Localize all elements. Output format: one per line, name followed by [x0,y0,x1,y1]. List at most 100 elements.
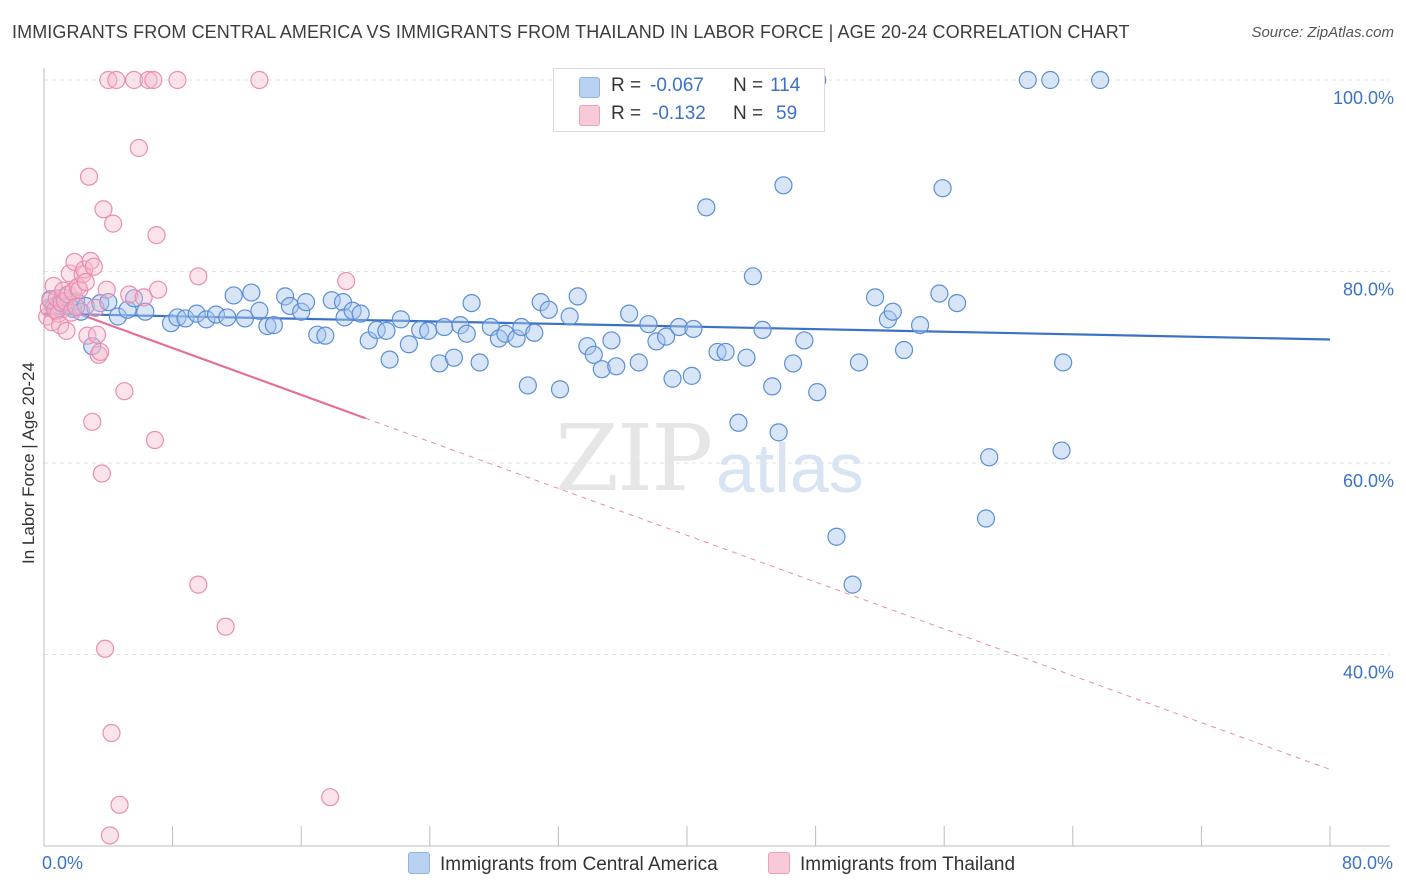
point-thailand [67,297,86,317]
point-central-america [242,283,261,302]
point-thailand [120,285,139,304]
point-central-america [136,302,155,321]
point-central-america [774,176,793,195]
point-thailand [104,214,123,233]
point-central-america [206,305,226,324]
y-axis-title: In Labor Force | Age 20-24 [19,362,38,564]
point-thailand [189,575,208,594]
data-points [38,70,1110,845]
point-central-america [235,309,255,328]
point-central-america [496,324,515,343]
x-tick-label: 0.0% [42,853,83,873]
point-thailand [78,326,97,345]
point-central-america [197,310,216,329]
y-tick-label: 40.0% [1343,663,1394,683]
point-thailand [83,412,102,431]
point-central-america [657,327,676,346]
point-central-america [729,413,748,432]
point-central-america [737,348,756,367]
point-central-america [108,307,128,326]
point-thailand [321,788,340,807]
point-central-america [380,350,399,369]
point-thailand [216,617,235,636]
axis-labels: 100.0% 80.0% 60.0% 40.0% 0.0% 80.0% In Labor F… [19,88,1394,873]
point-central-america [639,315,658,334]
legend-n-value: 114 [770,75,801,96]
y-tick-label: 60.0% [1343,471,1394,491]
point-central-america [462,293,481,313]
point-thailand [97,280,116,299]
point-thailand [107,70,126,90]
point-thailand [76,272,95,292]
bottom-legend-swatch-pink [768,852,790,874]
point-central-america [947,293,967,313]
point-thailand [139,70,158,90]
point-thailand [337,271,356,291]
point-thailand [95,639,115,658]
point-central-america [795,331,814,350]
legend-row-thailand: R = -0.132 N = 59 [554,101,824,129]
point-central-america [602,331,621,350]
point-central-america [930,284,949,303]
point-central-america [808,383,827,402]
point-central-america [980,448,999,467]
legend-r-value: -0.132 [652,103,706,124]
point-central-america [1052,441,1071,460]
point-thailand [60,264,79,283]
point-central-america [697,198,716,217]
point-central-america [224,286,243,305]
point-central-america [525,323,544,342]
point-thailand [81,251,100,271]
point-thailand [84,257,103,276]
legend-n-label: N = [733,75,764,96]
point-central-america [264,316,283,335]
point-central-america [292,302,311,321]
point-thailand [57,321,76,340]
y-tick-label: 80.0% [1343,280,1394,300]
point-central-america [663,369,682,388]
point-central-america [933,179,952,198]
point-central-america [435,317,454,337]
y-tick-label: 100.0% [1333,88,1394,108]
point-central-america [592,360,611,379]
point-thailand [189,267,208,286]
point-thailand [102,723,121,743]
point-thailand [86,298,105,317]
point-central-america [507,329,526,348]
bottom-legend-thailand: Immigrants from Thailand [768,852,1015,878]
point-central-america [620,304,639,323]
point-central-america [783,354,803,373]
point-thailand [145,430,165,450]
point-central-america [1054,353,1073,372]
point-central-america [865,288,885,307]
point-central-america [716,342,735,362]
x-tick-label: 80.0% [1342,853,1393,873]
point-central-america [296,293,316,312]
point-central-america [769,423,788,442]
point-thailand [87,325,107,344]
point-thailand [94,200,113,219]
legend-swatch-pink [579,105,600,126]
point-thailand [144,70,163,90]
point-thailand [100,826,120,845]
point-central-america [391,310,410,329]
point-central-america [568,287,587,306]
point-central-america [457,324,476,343]
point-thailand [91,342,110,362]
point-central-america [550,380,570,399]
point-central-america [883,302,902,321]
point-thailand [110,795,129,814]
point-central-america [250,301,269,320]
legend-swatch-blue [579,77,600,98]
legend-r-label: R = [611,75,642,96]
point-central-america [351,304,370,323]
legend-n-value: 59 [776,103,798,124]
point-central-america [894,340,914,360]
watermark-zip: ZIP [555,405,713,512]
chart-source: Source: ZipAtlas.com [1251,24,1394,41]
legend-r-label: R = [611,103,642,124]
point-central-america [743,267,763,286]
point-central-america [1041,70,1060,90]
point-central-america [584,345,603,364]
